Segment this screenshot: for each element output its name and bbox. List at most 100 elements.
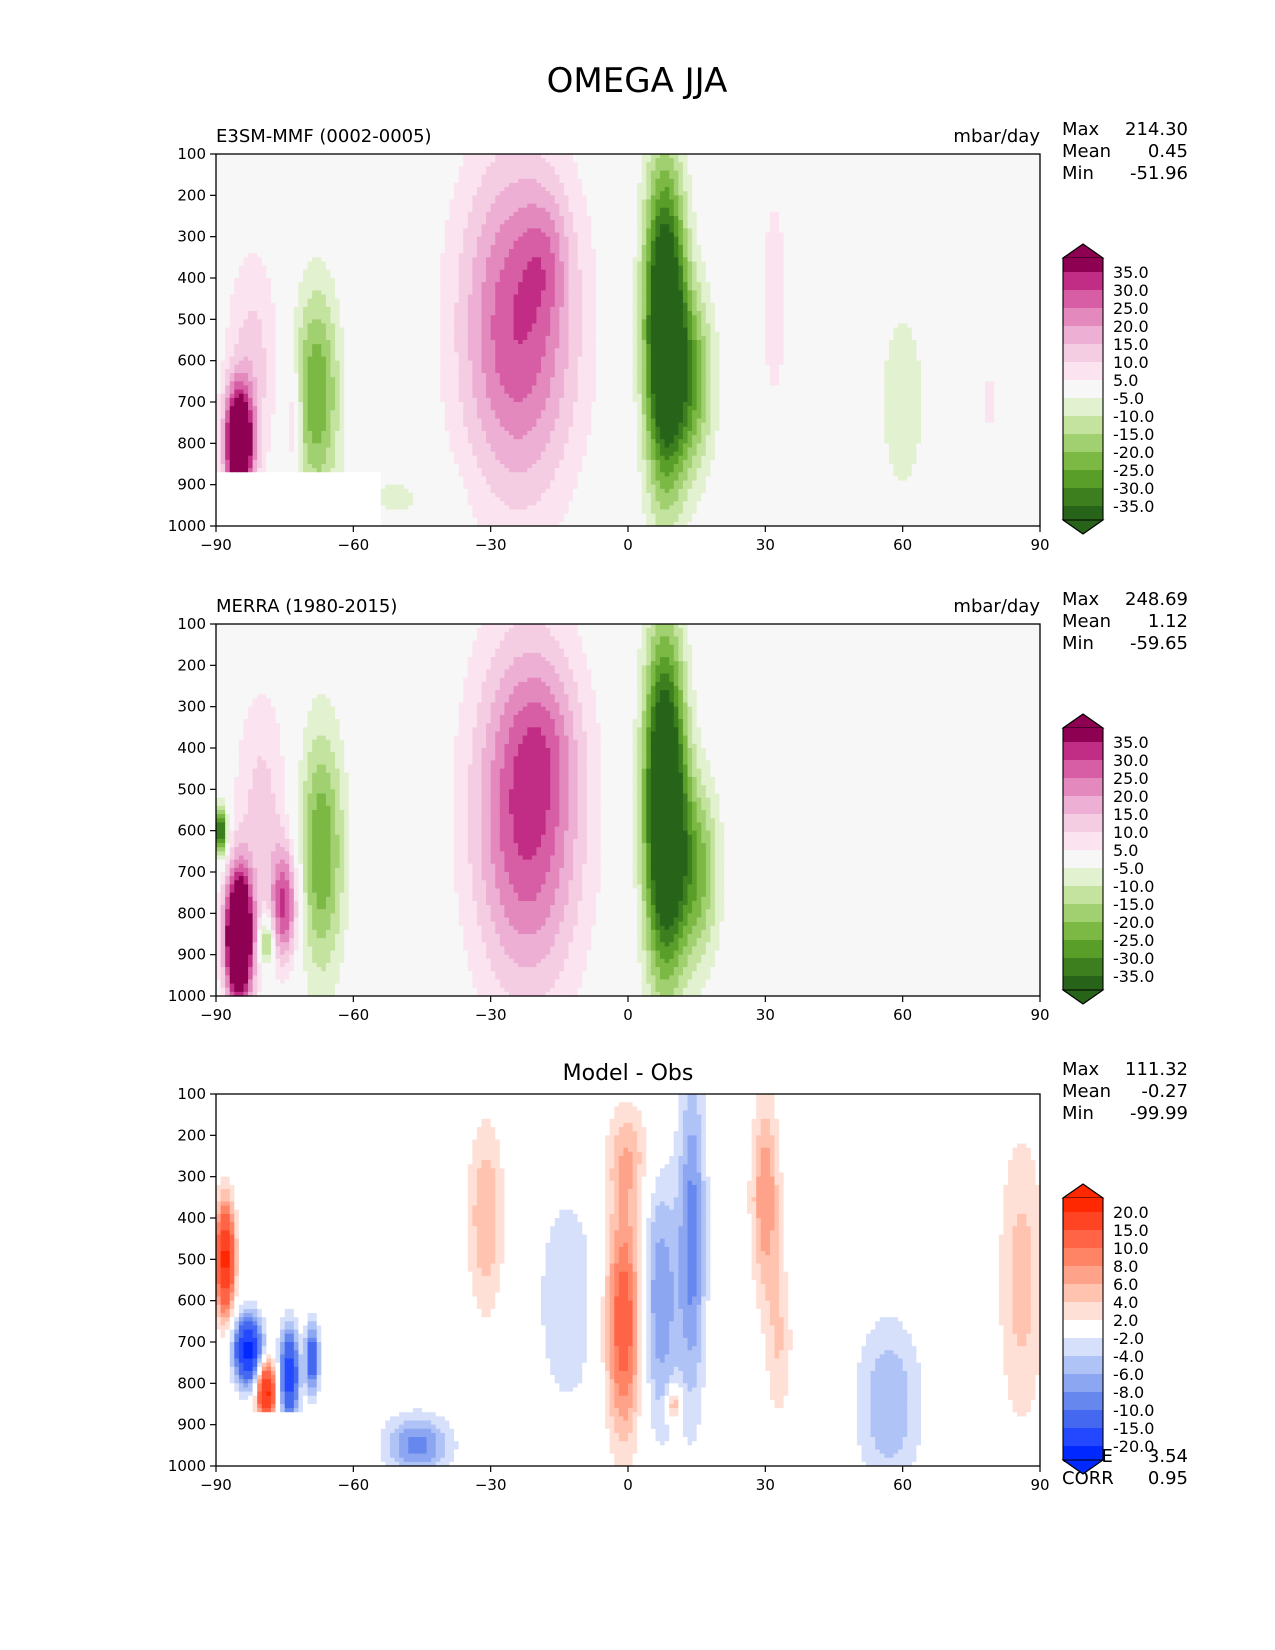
heatmap-cell <box>280 162 286 167</box>
heatmap-cell <box>348 199 354 205</box>
heatmap-cell <box>623 158 629 163</box>
heatmap-cell <box>953 154 959 159</box>
heatmap-cell <box>248 191 254 196</box>
heatmap-cell <box>632 261 638 267</box>
heatmap-cell <box>1012 195 1018 201</box>
heatmap-cell <box>1017 244 1023 250</box>
heatmap-cell <box>486 154 492 159</box>
heatmap-cell <box>270 236 277 242</box>
heatmap-cell <box>243 216 249 221</box>
heatmap-cell <box>664 232 670 238</box>
heatmap-cell <box>710 203 716 209</box>
heatmap-cell <box>930 253 936 258</box>
heatmap-cell <box>385 240 391 246</box>
heatmap-cell <box>943 178 950 184</box>
heatmap-cell <box>966 170 972 176</box>
heatmap-cell <box>316 257 322 263</box>
heatmap-cell <box>646 199 652 205</box>
heatmap-cell <box>518 232 524 238</box>
heatmap-cell <box>962 253 968 258</box>
heatmap-cell <box>499 162 505 167</box>
heatmap-cell <box>573 154 579 159</box>
heatmap-cell <box>724 166 730 172</box>
heatmap-cell <box>907 174 913 180</box>
heatmap-cell <box>568 199 574 205</box>
heatmap-cell <box>756 174 762 180</box>
heatmap-cell <box>866 261 872 267</box>
heatmap-cell <box>357 154 364 159</box>
heatmap-cell <box>426 244 432 250</box>
heatmap-cell <box>902 199 908 205</box>
heatmap-cell <box>893 249 899 254</box>
heatmap-cell <box>234 211 240 217</box>
heatmap-cell <box>339 224 345 229</box>
heatmap-cell <box>380 195 386 201</box>
heatmap-cell <box>362 211 368 217</box>
heatmap-cell <box>325 240 332 246</box>
heatmap-cell <box>664 187 670 192</box>
heatmap-cell <box>412 207 419 213</box>
heatmap-cell <box>504 224 510 229</box>
heatmap-cell <box>953 178 959 184</box>
heatmap-cell <box>765 166 771 172</box>
heatmap-cell <box>527 154 533 159</box>
heatmap-cell <box>399 236 405 242</box>
heatmap-cell <box>682 228 689 234</box>
heatmap-cell <box>682 224 689 229</box>
heatmap-cell <box>1035 211 1041 217</box>
heatmap-cell <box>1007 220 1014 225</box>
heatmap-cell <box>971 228 977 234</box>
heatmap-cell <box>563 195 570 201</box>
heatmap-cell <box>861 182 867 188</box>
heatmap-cell <box>920 187 927 192</box>
heatmap-cell <box>426 158 432 163</box>
heatmap-cell <box>705 178 711 184</box>
heatmap-cell <box>380 207 386 213</box>
heatmap-cell <box>408 187 414 192</box>
heatmap-cell <box>774 174 780 180</box>
heatmap-cells-test <box>216 154 1041 527</box>
heatmap-cell <box>989 166 995 172</box>
heatmap-cell <box>760 166 766 172</box>
heatmap-cell <box>582 199 588 205</box>
heatmap-cell <box>307 224 313 229</box>
heatmap-cell <box>495 195 501 201</box>
heatmap-cell <box>925 166 931 172</box>
heatmap-cell <box>943 261 950 267</box>
heatmap-cell <box>930 236 936 242</box>
heatmap-cell <box>600 265 606 271</box>
heatmap-cell <box>614 240 620 246</box>
heatmap-cell <box>623 224 629 229</box>
heatmap-cell <box>591 257 597 263</box>
heatmap-cell <box>449 158 455 163</box>
heatmap-cell <box>756 170 762 176</box>
heatmap-cell <box>774 216 780 221</box>
heatmap-cell <box>696 162 702 167</box>
heatmap-cell <box>815 265 821 271</box>
heatmap-cell <box>664 154 670 159</box>
heatmap-cell <box>866 154 872 159</box>
heatmap-cell <box>216 191 222 196</box>
heatmap-cell <box>573 232 579 238</box>
heatmap-cell <box>527 170 533 176</box>
heatmap-cell <box>824 174 831 180</box>
heatmap-cell <box>765 199 771 205</box>
heatmap-cell <box>641 199 647 205</box>
heatmap-cell <box>344 244 350 250</box>
heatmap-cell <box>513 228 519 234</box>
heatmap-cell <box>353 207 359 213</box>
heatmap-cell <box>664 191 670 196</box>
heatmap-cell <box>486 211 492 217</box>
heatmap-cell <box>344 232 350 238</box>
heatmap-cell <box>458 199 464 205</box>
heatmap-cell <box>316 187 322 192</box>
heatmap-cell <box>994 187 1000 192</box>
heatmap-cell <box>747 220 753 225</box>
heatmap-cell <box>650 199 657 205</box>
heatmap-cell <box>943 203 950 209</box>
heatmap-cell <box>431 261 437 267</box>
heatmap-cell <box>275 253 281 258</box>
heatmap-cell <box>646 203 652 209</box>
heatmap-cell <box>293 170 299 176</box>
heatmap-cell <box>541 228 547 234</box>
